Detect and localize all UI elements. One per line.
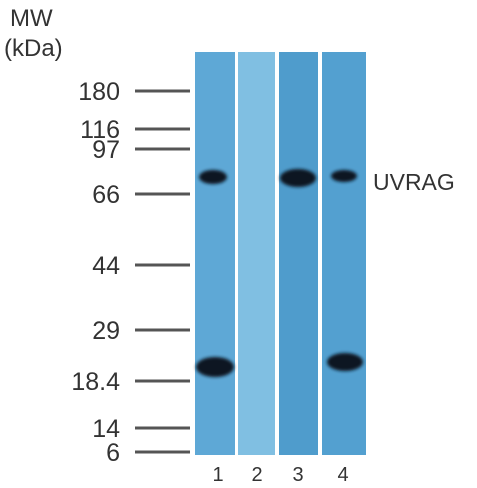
blot-figure: MW (kDa) 1801169766442918.4146 UVRAG 123…	[0, 0, 477, 488]
lane-label: 4	[337, 464, 348, 486]
band	[331, 170, 357, 182]
marker-label: 44	[92, 252, 120, 280]
band	[280, 169, 316, 187]
marker-label: 180	[78, 78, 120, 106]
lane-label: 1	[212, 464, 223, 486]
lane-labels: 1 2 3 4	[212, 464, 348, 486]
lane-label: 2	[251, 464, 262, 486]
marker-label: 29	[92, 317, 120, 345]
mw-title: MW	[10, 5, 53, 32]
marker-label: 66	[92, 181, 120, 209]
band-label: UVRAG	[373, 169, 455, 195]
mw-unit: (kDa)	[4, 35, 63, 62]
band	[199, 170, 227, 184]
lane	[322, 52, 366, 455]
marker-label: 6	[106, 439, 120, 467]
marker-label: 97	[92, 136, 120, 164]
band	[327, 353, 363, 371]
lane	[238, 52, 275, 455]
lane	[195, 52, 235, 455]
marker-label: 18.4	[71, 368, 120, 396]
lane	[279, 52, 318, 455]
band	[196, 357, 234, 377]
lane-label: 3	[292, 464, 303, 486]
